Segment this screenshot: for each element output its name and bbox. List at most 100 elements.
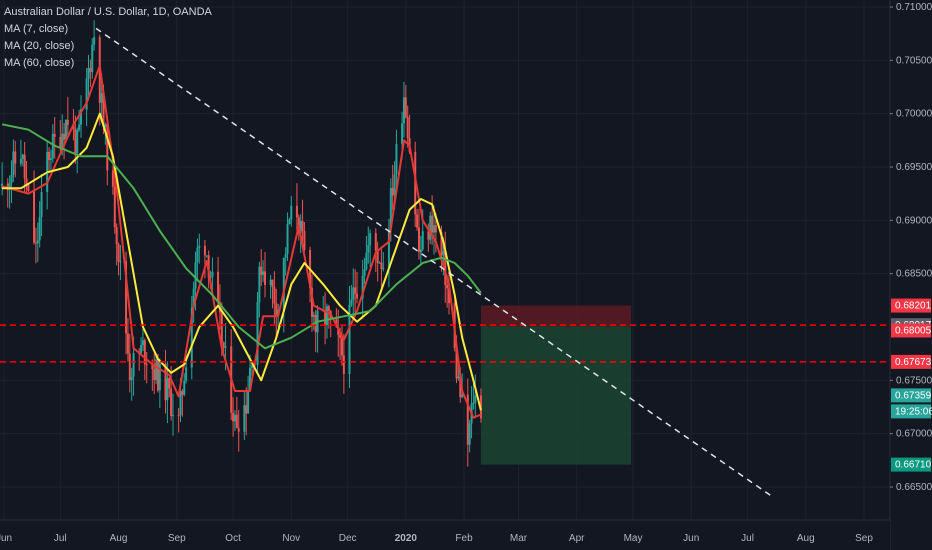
candle-body <box>466 394 469 445</box>
candle-body <box>194 262 197 289</box>
price-tag[interactable] <box>891 354 931 369</box>
ma7-line[interactable] <box>1 64 482 419</box>
price-tag[interactable] <box>891 457 931 472</box>
candle-body <box>21 154 24 159</box>
price-tag[interactable] <box>891 404 931 419</box>
x-tick-label: Jun <box>683 533 699 544</box>
candle-body <box>125 261 128 334</box>
candle-body <box>282 257 285 310</box>
price-tag-label: 19:25:06 <box>895 406 932 417</box>
stop-loss-zone[interactable] <box>480 305 632 327</box>
y-tick-label: 0.68500 <box>896 269 932 280</box>
candle-body <box>406 117 409 139</box>
price-tag[interactable] <box>891 388 931 403</box>
candle-body <box>192 288 195 308</box>
candle-body <box>111 170 114 187</box>
x-tick-label: Feb <box>455 533 473 544</box>
ma20-legend[interactable]: MA (20, close) <box>4 40 75 52</box>
candle-body <box>325 306 328 326</box>
candle-body <box>324 310 327 326</box>
candle-body <box>387 229 390 269</box>
candle-body <box>248 367 251 391</box>
candle-body <box>171 415 174 417</box>
candle-body <box>196 247 199 263</box>
candle-body <box>369 233 372 246</box>
candle-body <box>299 220 302 234</box>
candle-body <box>85 78 88 110</box>
candle-body <box>141 340 144 346</box>
price-tag-label: 0.68005 <box>895 325 932 336</box>
candle-body <box>233 414 236 422</box>
candle-body <box>339 334 342 339</box>
price-tag-label: 0.68201 <box>895 301 932 312</box>
candle-body <box>361 275 364 299</box>
candle-body <box>417 227 420 253</box>
candle-body <box>295 205 298 218</box>
candle-body <box>76 129 79 154</box>
x-tick-label: Nov <box>282 533 300 544</box>
x-tick-label: 2020 <box>395 533 418 544</box>
candle-body <box>170 388 173 417</box>
candle-body <box>269 279 272 285</box>
candle-body <box>145 364 148 366</box>
x-tick-label: Jun <box>0 533 12 544</box>
candle-body <box>89 68 92 72</box>
ma60-line[interactable] <box>1 123 482 350</box>
candle-body <box>211 271 214 277</box>
candle-body <box>286 224 289 254</box>
candle-body <box>205 255 208 257</box>
candle-body <box>310 288 313 317</box>
candle-body <box>40 191 43 218</box>
candle-body <box>126 333 129 354</box>
candle-body <box>72 125 75 130</box>
candle-body <box>235 414 238 429</box>
candle-body <box>128 353 131 381</box>
candle-body <box>243 405 246 432</box>
candle-body <box>389 187 392 230</box>
take-profit-zone[interactable] <box>480 326 632 465</box>
candle-body <box>130 376 133 381</box>
candle-body <box>382 268 385 270</box>
candle-body <box>444 251 447 285</box>
candle-body <box>53 133 56 137</box>
candle-body <box>290 205 293 220</box>
ma7-legend[interactable]: MA (7, close) <box>4 23 69 35</box>
candle-body <box>416 214 419 228</box>
candle-body <box>262 271 265 275</box>
x-tick-label: Apr <box>569 533 585 544</box>
candle-body <box>365 252 368 270</box>
time-scale[interactable] <box>0 520 890 550</box>
candle-body <box>363 269 366 276</box>
candle-body <box>27 184 30 191</box>
candle-body <box>440 232 443 256</box>
x-tick-label: Aug <box>797 533 815 544</box>
candle-body <box>33 190 36 243</box>
ma60-legend[interactable]: MA (60, close) <box>4 57 75 69</box>
candle-body <box>350 299 353 305</box>
candle-body <box>301 220 304 232</box>
candle-body <box>275 303 278 316</box>
candle-body <box>354 287 357 294</box>
x-tick-label: Jul <box>54 533 67 544</box>
candle-body <box>177 415 180 417</box>
candle-body <box>288 219 291 225</box>
candle-body <box>260 266 263 275</box>
candle-body <box>427 231 430 240</box>
y-tick-label: 0.67500 <box>896 375 932 386</box>
candle-body <box>25 178 28 185</box>
candle-body <box>74 129 77 154</box>
trendline[interactable] <box>95 27 775 499</box>
candle-body <box>273 287 276 304</box>
symbol-title[interactable]: Australian Dollar / U.S. Dollar, 1D, OAN… <box>4 6 212 18</box>
candle-body <box>190 307 193 368</box>
candle-body <box>91 44 94 72</box>
candle-body <box>166 378 169 401</box>
ma20-line[interactable] <box>2 112 482 411</box>
price-tag[interactable] <box>891 298 931 313</box>
price-tag[interactable] <box>891 323 931 338</box>
candle-body <box>419 249 422 253</box>
candle-body <box>446 284 449 289</box>
candle-body <box>284 253 287 258</box>
candle-body <box>247 390 250 414</box>
